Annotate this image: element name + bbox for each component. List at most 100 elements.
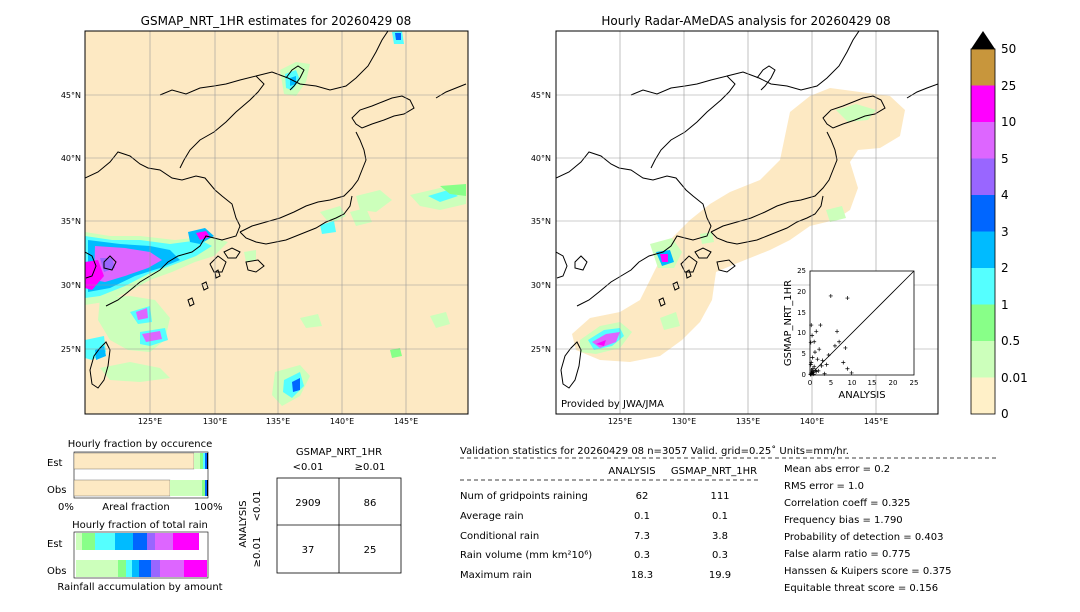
- left-lat-tick: 35°N: [61, 217, 81, 226]
- colorbar-label: 50: [1001, 42, 1016, 56]
- colorbar-over-arrow: [971, 31, 995, 49]
- colorbar-block: [971, 377, 995, 414]
- stats-col-analysis: ANALYSIS: [608, 466, 655, 477]
- scatter-point: [812, 350, 817, 355]
- scatter-point: [811, 372, 816, 377]
- scatter-diagonal: [809, 270, 915, 376]
- scatter-point: [845, 296, 850, 301]
- scatter-xlabel: ANALYSIS: [838, 390, 885, 401]
- right-lon-tick: 145°E: [864, 417, 888, 426]
- right-radar-coverage: [572, 88, 905, 362]
- contingency-cell: 37: [302, 545, 315, 556]
- scatter-ylabel: GSMAP_NRT_1HR: [783, 280, 794, 366]
- scatter-point: [818, 323, 823, 328]
- total-rain-est-label: Est: [47, 539, 63, 550]
- scatter-inset: 0 5 10 15 20 25 0 5 10 15 20 25 ANALYSIS…: [783, 267, 918, 401]
- right-lat-tick-labels: 45°N 40°N 35°N 30°N 25°N: [531, 91, 551, 354]
- right-lat-tick: 40°N: [531, 154, 551, 163]
- occurrence-obs-label: Obs: [47, 485, 66, 496]
- scatter-y-tick: 0: [802, 371, 806, 379]
- scatter-y-tick: 25: [797, 267, 806, 275]
- scatter-y-tick: 20: [797, 288, 806, 296]
- stats-score: Probability of detection = 0.403: [784, 532, 943, 543]
- scatter-point: [824, 362, 829, 367]
- scatter-x-tick: 20: [889, 379, 898, 387]
- occurrence-title: Hourly fraction by occurence: [68, 439, 212, 450]
- occurrence-xlabel: Areal fraction: [102, 502, 169, 513]
- left-lat-tick: 30°N: [61, 281, 81, 290]
- left-lon-tick: 130°E: [203, 417, 227, 426]
- scatter-point: [819, 363, 824, 368]
- left-lon-tick: 145°E: [394, 417, 418, 426]
- scatter-point: [810, 355, 815, 360]
- occurrence-obs-bar: [73, 479, 208, 497]
- colorbar-label: 4: [1001, 188, 1009, 202]
- colorbar-labels: 50 25 10 5 4 3 2 1 0.5 0.01 0: [1001, 42, 1028, 421]
- contingency-row-header: ≥0.01: [252, 537, 263, 568]
- scatter-point: [816, 368, 821, 373]
- colorbar-block: [971, 122, 995, 159]
- scatter-point: [813, 368, 818, 373]
- scatter-point: [812, 364, 817, 369]
- left-coastlines: [85, 31, 467, 389]
- scatter-x-tick: 0: [808, 379, 812, 387]
- colorbar-block: [971, 231, 995, 268]
- scatter-point: [815, 357, 820, 362]
- contingency-row-axis: ANALYSIS: [238, 500, 249, 547]
- contingency-col-header: ≥0.01: [355, 462, 386, 473]
- stats-score: Hanssen & Kuipers score = 0.375: [784, 566, 951, 577]
- right-lon-tick: 125°E: [608, 417, 632, 426]
- occurrence-x-tick-1: 100%: [194, 502, 223, 513]
- stats-row-gsmap: 19.9: [709, 570, 731, 581]
- scatter-x-tick: 15: [868, 379, 877, 387]
- left-lon-tick: 125°E: [138, 417, 162, 426]
- colorbar-blocks: [971, 49, 995, 414]
- left-lat-tick: 40°N: [61, 154, 81, 163]
- left-rain-field: [85, 31, 466, 406]
- scatter-points: [808, 293, 854, 377]
- stats-row-gsmap: 0.1: [712, 511, 728, 522]
- stats-score: Equitable threat score = 0.156: [784, 583, 938, 594]
- right-lat-tick: 35°N: [531, 217, 551, 226]
- scatter-point: [841, 360, 846, 365]
- colorbar-label: 0: [1001, 407, 1009, 421]
- colorbar-label: 0.5: [1001, 334, 1020, 348]
- scatter-point: [812, 339, 817, 344]
- scatter-point: [822, 371, 827, 376]
- scatter-point: [837, 339, 842, 344]
- stats-row-label: Rain volume (mm km²10⁶): [460, 550, 592, 561]
- right-lat-tick: 45°N: [531, 91, 551, 100]
- scatter-point: [810, 333, 815, 338]
- stats-score: Frequency bias = 1.790: [784, 515, 903, 526]
- left-gridlines: [85, 31, 468, 414]
- stats-row-gsmap: 3.8: [712, 531, 728, 542]
- right-lat-tick: 30°N: [531, 281, 551, 290]
- total-rain-chart: Hourly fraction of total rain Est Obs Ra…: [47, 520, 223, 593]
- left-map: GSMAP_NRT_1HR estimates for 20260429 08: [61, 14, 469, 426]
- scatter-point: [817, 347, 822, 352]
- contingency-col-header: <0.01: [293, 462, 324, 473]
- scatter-point: [808, 340, 813, 345]
- occurrence-est-bar: [73, 452, 208, 470]
- colorbar-block: [971, 268, 995, 305]
- scatter-point: [809, 371, 814, 376]
- colorbar-label: 2: [1001, 261, 1009, 275]
- stats-col-gsmap: GSMAP_NRT_1HR: [671, 466, 757, 477]
- scatter-point: [810, 369, 815, 374]
- scatter-point: [808, 362, 813, 367]
- scatter-point: [826, 353, 831, 358]
- stats-row-label: Conditional rain: [460, 531, 539, 542]
- scatter-y-tick: 15: [797, 309, 806, 317]
- left-map-background: [85, 31, 468, 414]
- colorbar-label: 5: [1001, 152, 1009, 166]
- scatter-y-tick: 10: [797, 329, 806, 337]
- colorbar-block: [971, 85, 995, 122]
- left-lon-tick: 140°E: [330, 417, 354, 426]
- occurrence-x-tick-0: 0%: [58, 502, 74, 513]
- stats-row-analysis: 0.3: [634, 550, 650, 561]
- right-lon-tick: 130°E: [672, 417, 696, 426]
- stats-row-analysis: 18.3: [631, 570, 653, 581]
- right-lon-tick: 140°E: [800, 417, 824, 426]
- scatter-point: [810, 366, 815, 371]
- colorbar-label: 25: [1001, 79, 1016, 93]
